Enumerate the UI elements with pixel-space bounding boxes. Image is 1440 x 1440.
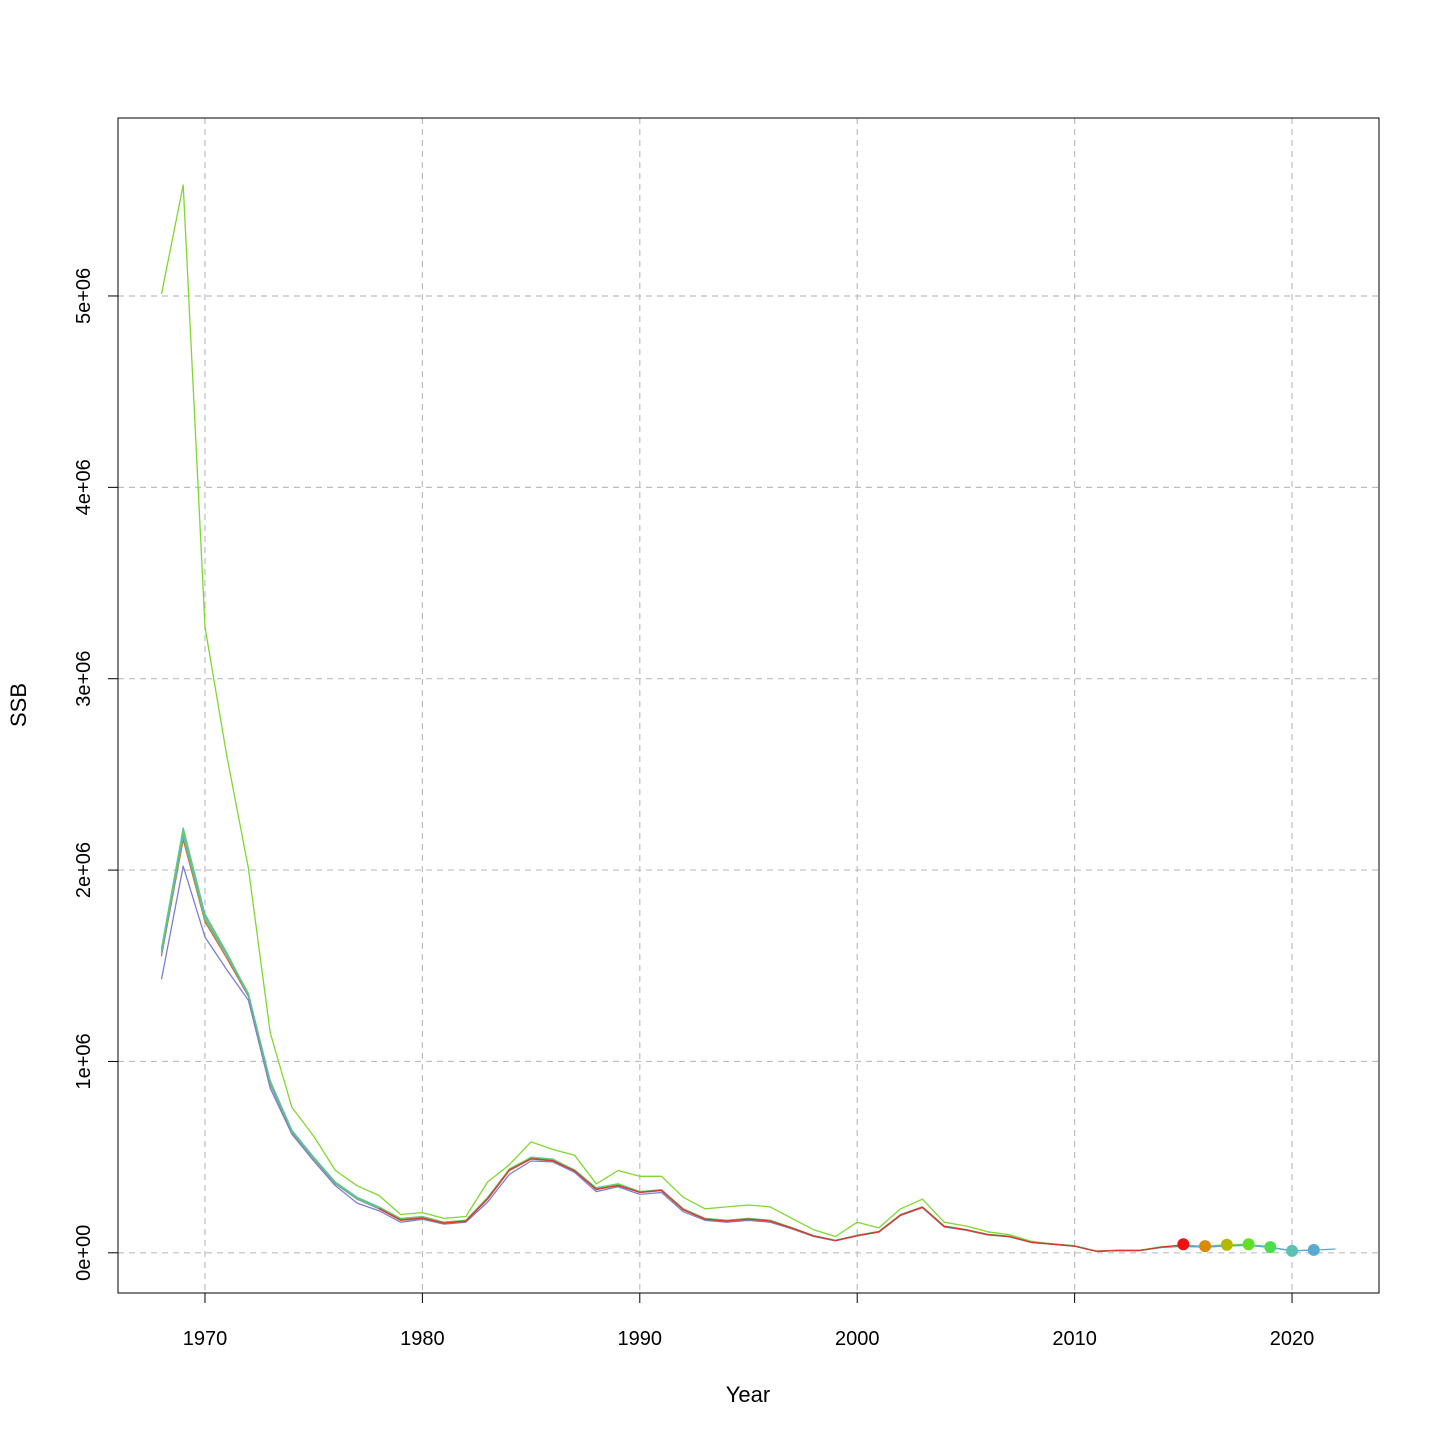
data-point-3 xyxy=(1242,1238,1255,1251)
data-point-0 xyxy=(1177,1238,1190,1251)
series-lines xyxy=(160,184,1336,1252)
y-axis-label: SSB xyxy=(6,683,31,727)
data-point-6 xyxy=(1307,1243,1320,1256)
y-tick-label-1: 1e+06 xyxy=(73,1033,95,1089)
y-tick-label-3: 3e+06 xyxy=(73,651,95,707)
x-tick-label-5: 2020 xyxy=(1270,1328,1315,1350)
x-tick-label-4: 2010 xyxy=(1052,1328,1097,1350)
data-point-2 xyxy=(1220,1238,1233,1251)
x-axis-label: Year xyxy=(726,1382,770,1407)
x-axis: 1970 1980 1990 2000 2010 2020 xyxy=(183,1293,1315,1350)
y-axis: 0e+00 1e+06 2e+06 3e+06 4e+06 5e+06 xyxy=(73,268,118,1281)
plot-frame xyxy=(117,117,1380,1294)
y-tick-label-0: 0e+00 xyxy=(73,1225,95,1281)
grid-lines xyxy=(118,118,1379,1293)
y-tick-label-5: 5e+06 xyxy=(73,268,95,324)
x-tick-label-1: 1980 xyxy=(400,1328,445,1350)
x-tick-label-0: 1970 xyxy=(183,1328,228,1350)
y-tick-label-2: 2e+06 xyxy=(73,842,95,898)
data-point-1 xyxy=(1199,1240,1212,1253)
data-points xyxy=(1177,1238,1320,1257)
data-point-4 xyxy=(1264,1241,1277,1254)
y-tick-label-4: 4e+06 xyxy=(73,459,95,515)
x-tick-label-3: 2000 xyxy=(835,1328,880,1350)
series-line-8 xyxy=(378,1158,1184,1252)
x-tick-label-2: 1990 xyxy=(618,1328,663,1350)
data-point-5 xyxy=(1286,1244,1299,1257)
